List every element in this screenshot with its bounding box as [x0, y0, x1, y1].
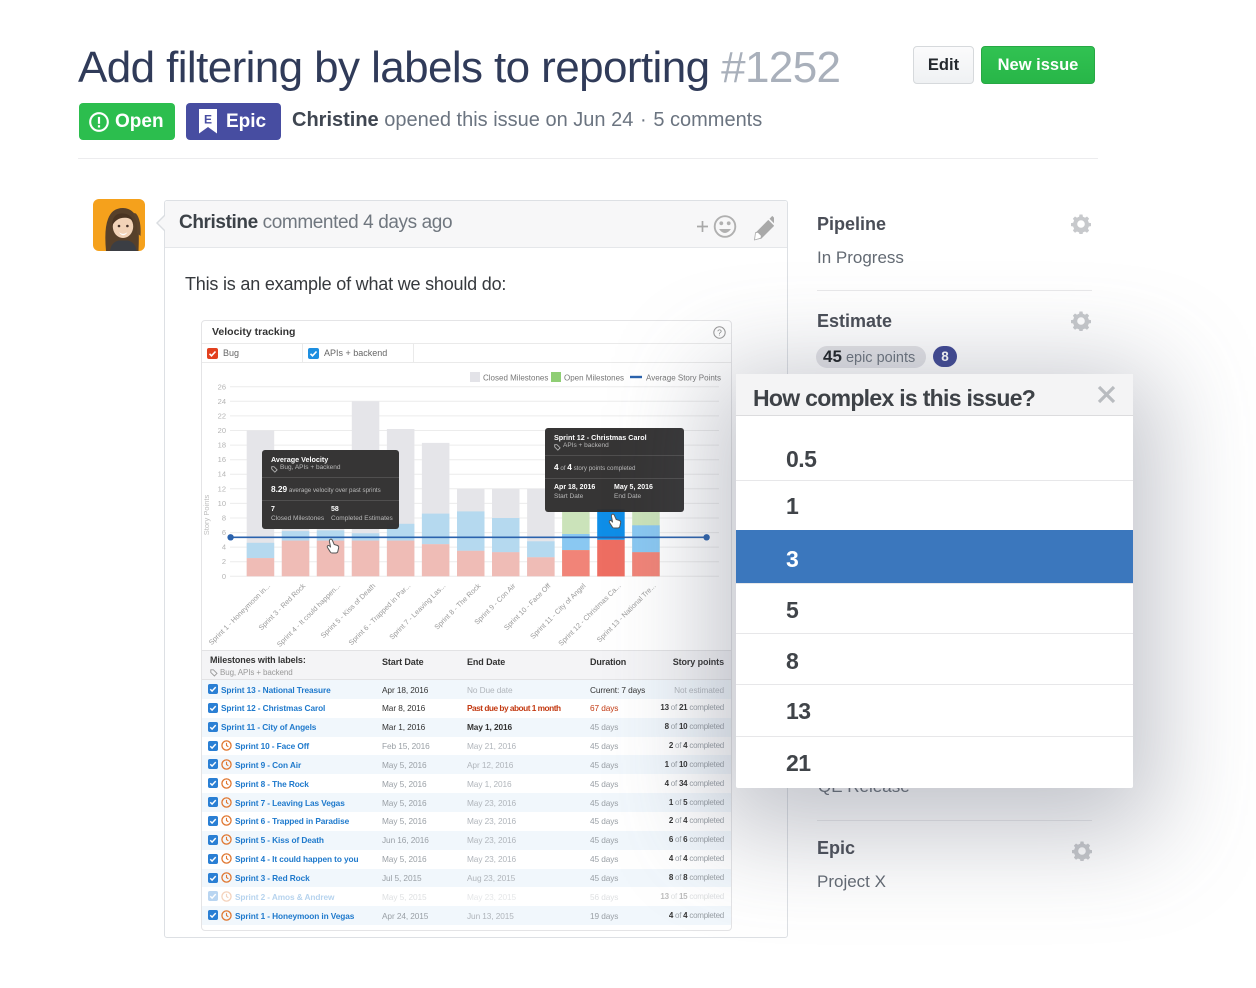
svg-text:16: 16: [218, 455, 226, 464]
svg-text:Average Story Points: Average Story Points: [646, 374, 721, 383]
svg-text:18: 18: [218, 441, 226, 450]
svg-text:4: 4: [222, 543, 226, 552]
svg-text:20: 20: [218, 426, 226, 435]
svg-text:?: ?: [717, 327, 722, 337]
svg-text:Sprint 1 - Honeymoon in...: Sprint 1 - Honeymoon in...: [207, 581, 272, 646]
svg-text:Closed Milestones: Closed Milestones: [483, 374, 548, 383]
svg-text:12: 12: [218, 484, 226, 493]
svg-text:6: 6: [222, 528, 226, 537]
svg-text:26: 26: [218, 382, 226, 391]
svg-text:24: 24: [218, 397, 226, 406]
svg-text:22: 22: [218, 411, 226, 420]
svg-text:Story Points: Story Points: [202, 495, 211, 536]
svg-text:2: 2: [222, 557, 226, 566]
svg-text:14: 14: [218, 470, 226, 479]
svg-text:Sprint 12 - Christmas Ca...: Sprint 12 - Christmas Ca...: [556, 581, 622, 647]
svg-text:Sprint 6 - Trapped in Par...: Sprint 6 - Trapped in Par...: [347, 581, 413, 647]
svg-text:8: 8: [222, 514, 226, 523]
svg-text:Open Milestones: Open Milestones: [564, 374, 624, 383]
svg-text:Sprint 4 - It could happen...: Sprint 4 - It could happen...: [275, 581, 342, 648]
svg-text:Sprint 13 - National Tre...: Sprint 13 - National Tre...: [595, 581, 658, 644]
svg-text:0: 0: [222, 572, 226, 581]
svg-text:10: 10: [218, 499, 226, 508]
svg-text:E: E: [204, 113, 212, 127]
